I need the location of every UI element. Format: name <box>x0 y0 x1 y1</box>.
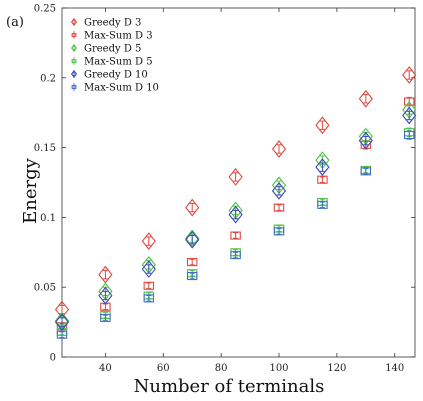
data-point <box>317 200 328 209</box>
y-axis-title: Energy <box>20 157 41 224</box>
data-point <box>402 106 417 125</box>
data-point <box>228 168 243 186</box>
y-tick-label: 0.15 <box>34 143 56 154</box>
data-point <box>360 167 372 176</box>
x-axis-title: Number of terminals <box>134 376 325 397</box>
data-point <box>402 66 417 84</box>
y-tick-label: 0.25 <box>34 4 56 15</box>
series-5 <box>54 106 417 331</box>
series-6 <box>56 130 415 339</box>
y-tick-label: 0 <box>50 353 56 364</box>
legend-label: Greedy D 3 <box>84 18 141 29</box>
legend-label: Max-Sum D 10 <box>84 83 159 94</box>
data-point <box>141 232 156 251</box>
legend-label: Greedy D 10 <box>84 70 148 81</box>
x-tick-label: 80 <box>215 363 228 374</box>
data-point <box>358 131 373 150</box>
x-tick-label: 40 <box>99 363 112 374</box>
data-point <box>273 203 285 212</box>
data-point <box>100 313 111 322</box>
legend-marker <box>70 70 78 78</box>
data-point <box>185 229 200 248</box>
data-point <box>186 271 198 281</box>
data-point <box>403 130 415 140</box>
legend-marker <box>71 59 77 63</box>
data-point <box>185 230 200 249</box>
data-point <box>271 140 287 158</box>
data-point <box>185 198 200 217</box>
y-tick-label: 0.05 <box>34 283 56 294</box>
data-point <box>230 231 241 240</box>
data-point <box>315 116 330 135</box>
data-point <box>141 260 156 278</box>
y-tick-label: 0.2 <box>40 73 56 84</box>
legend-marker <box>71 85 77 89</box>
legend-label: Max-Sum D 3 <box>84 31 153 42</box>
data-point <box>54 313 70 331</box>
legend-marker <box>70 44 78 52</box>
x-tick-label: 140 <box>385 363 404 374</box>
data-point <box>186 258 198 267</box>
data-point <box>271 181 287 200</box>
panel-label: (a) <box>6 15 24 30</box>
legend-label: Greedy D 5 <box>84 44 141 55</box>
legend-marker <box>70 18 78 26</box>
data-point <box>143 294 155 303</box>
legend-label: Max-Sum D 5 <box>84 57 153 68</box>
data-point <box>273 227 285 236</box>
series-1 <box>54 66 417 319</box>
data-point <box>56 330 68 339</box>
y-tick-label: 0.1 <box>40 213 56 224</box>
data-point <box>317 175 328 184</box>
data-point <box>230 251 241 260</box>
data-point <box>403 97 415 106</box>
plot-frame <box>61 7 416 358</box>
data-point <box>143 281 155 290</box>
x-tick-label: 60 <box>157 363 170 374</box>
legend-marker <box>71 33 77 37</box>
data-point <box>315 158 330 177</box>
data-point <box>228 205 243 224</box>
data-point <box>98 286 113 305</box>
x-tick-label: 120 <box>327 363 346 374</box>
x-tick-label: 100 <box>269 363 288 374</box>
data-point <box>358 89 373 108</box>
